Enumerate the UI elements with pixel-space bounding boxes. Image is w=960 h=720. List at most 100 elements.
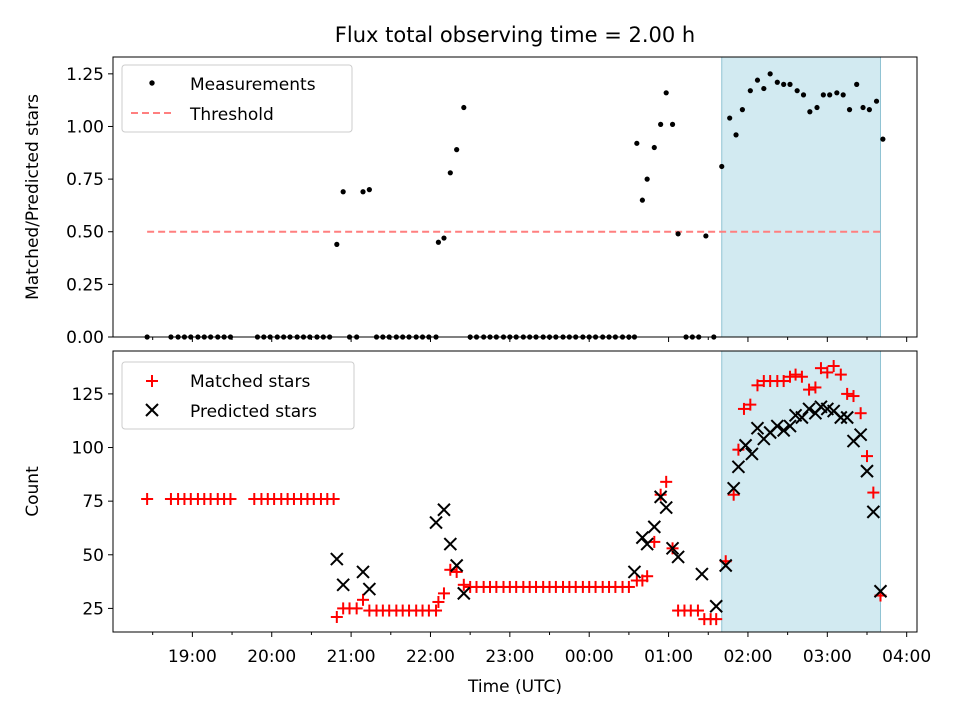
matched-star-point xyxy=(654,488,667,501)
legend-matched-label: Matched stars xyxy=(190,372,310,392)
measurement-point xyxy=(880,136,886,142)
ratio-axes-frame xyxy=(112,56,918,338)
counts-y-ticks: 25 50 75 100 125 xyxy=(72,385,113,619)
observing-window-span xyxy=(721,56,881,338)
matched-star-point xyxy=(841,387,854,400)
x-stroke-b xyxy=(860,464,874,478)
measurement-point xyxy=(827,92,833,98)
predicted-star-point xyxy=(745,447,759,461)
measurement-point xyxy=(834,90,840,96)
measurement-point xyxy=(754,77,761,83)
predicted-star-point xyxy=(709,599,723,613)
ratio-x-ticks xyxy=(152,337,908,342)
predicted-star-point xyxy=(695,567,709,581)
measurement-point xyxy=(814,104,820,111)
y-tick-label: 25 xyxy=(82,599,104,619)
predicted-star-point xyxy=(873,584,888,598)
matched-star-point xyxy=(784,370,797,383)
predicted-star-point xyxy=(776,423,791,438)
predicted-star-point xyxy=(640,537,654,551)
x-stroke-b xyxy=(770,419,785,433)
predicted-star-point xyxy=(731,460,746,474)
x-stroke-b xyxy=(776,423,791,438)
x-stroke-b xyxy=(671,550,685,564)
legend-measurements-label: Measurements xyxy=(190,75,316,95)
matched-star-point xyxy=(834,368,847,381)
measurement-point xyxy=(658,121,664,127)
x-tick-label: 02:00 xyxy=(723,647,772,667)
matched-star-point xyxy=(854,407,867,420)
measurement-point xyxy=(747,88,753,94)
matched-star-point xyxy=(847,390,860,403)
x-stroke-b xyxy=(783,419,797,433)
matched-star-point xyxy=(737,402,750,415)
x-tick-label: 04:00 xyxy=(882,647,931,667)
x-stroke-b xyxy=(695,567,709,581)
matched-star-point xyxy=(327,493,340,506)
predicted-star-point xyxy=(653,490,668,504)
x-tick-label: 19:00 xyxy=(168,647,217,667)
x-stroke-b xyxy=(788,408,803,423)
x-tick-label: 20:00 xyxy=(247,647,296,667)
predicted-star-point xyxy=(647,520,661,534)
x-stroke-b xyxy=(840,410,854,425)
x-stroke-b xyxy=(356,565,370,579)
ratio-y-axis-label: Matched/Predicted stars xyxy=(23,94,43,300)
x-stroke-b xyxy=(362,582,377,596)
x-stroke-b xyxy=(665,541,680,556)
measurement-point xyxy=(719,163,725,170)
matched-star-point xyxy=(744,398,757,411)
matched-star-point xyxy=(827,360,840,373)
measurement-point xyxy=(739,107,745,113)
predicted-star-point xyxy=(330,552,344,566)
matched-star-point xyxy=(224,493,237,506)
y-tick-label: 0.00 xyxy=(66,328,104,348)
measurement-point xyxy=(767,71,773,77)
x-tick-label: 03:00 xyxy=(803,647,852,667)
counts-panel: 25 50 75 100 125 19:00 20:00 21:00 22:00 23:00 00… xyxy=(23,350,931,667)
matched-star-point xyxy=(710,613,723,626)
x-stroke-b xyxy=(745,447,759,461)
x-tick-label: 23:00 xyxy=(485,647,534,667)
predicted-star-point xyxy=(750,421,765,435)
predicted-star-point xyxy=(802,402,816,416)
measurement-point xyxy=(461,104,467,111)
measurement-point xyxy=(807,109,813,115)
y-tick-label: 0.50 xyxy=(66,223,104,243)
x-stroke-b xyxy=(627,565,642,579)
matched-star-point xyxy=(437,587,450,600)
x-stroke-b xyxy=(738,438,753,453)
predicted-star-point xyxy=(457,586,471,601)
matched-star-point xyxy=(357,593,370,606)
x-stroke-b xyxy=(659,500,673,515)
measurement-point xyxy=(703,233,709,239)
x-stroke-b xyxy=(635,530,650,545)
measurement-point xyxy=(669,121,676,127)
measurement-point xyxy=(366,187,372,193)
predicted-star-point xyxy=(362,582,377,596)
predicted-star-point xyxy=(449,558,464,573)
ratio-legend-box xyxy=(121,64,353,133)
measurement-point xyxy=(360,189,366,195)
predicted-star-point xyxy=(840,410,854,425)
measurement-point xyxy=(854,81,860,87)
counts-legend-box xyxy=(121,361,355,430)
x-stroke-b xyxy=(653,490,668,504)
counts-axes-frame xyxy=(112,350,918,633)
measurement-point xyxy=(840,92,846,98)
x-tick-label: 22:00 xyxy=(406,647,455,667)
matched-star-point xyxy=(789,368,802,381)
predicted-star-point xyxy=(429,515,443,530)
predicted-star-point xyxy=(665,541,680,556)
predicted-stars-points xyxy=(330,400,888,613)
matched-star-point xyxy=(795,370,808,383)
predicted-star-point xyxy=(738,438,753,453)
measurement-point xyxy=(860,104,866,111)
chart-title: Flux total observing time = 2.00 h xyxy=(335,23,695,47)
counts-x-ticks: 19:00 20:00 21:00 22:00 23:00 00:00 01:00 02:00… xyxy=(152,632,931,667)
x-stroke-b xyxy=(802,402,816,416)
matched-star-point xyxy=(867,486,880,499)
y-tick-label: 100 xyxy=(72,439,104,459)
matched-star-point xyxy=(622,580,635,593)
x-stroke-b xyxy=(814,400,828,414)
